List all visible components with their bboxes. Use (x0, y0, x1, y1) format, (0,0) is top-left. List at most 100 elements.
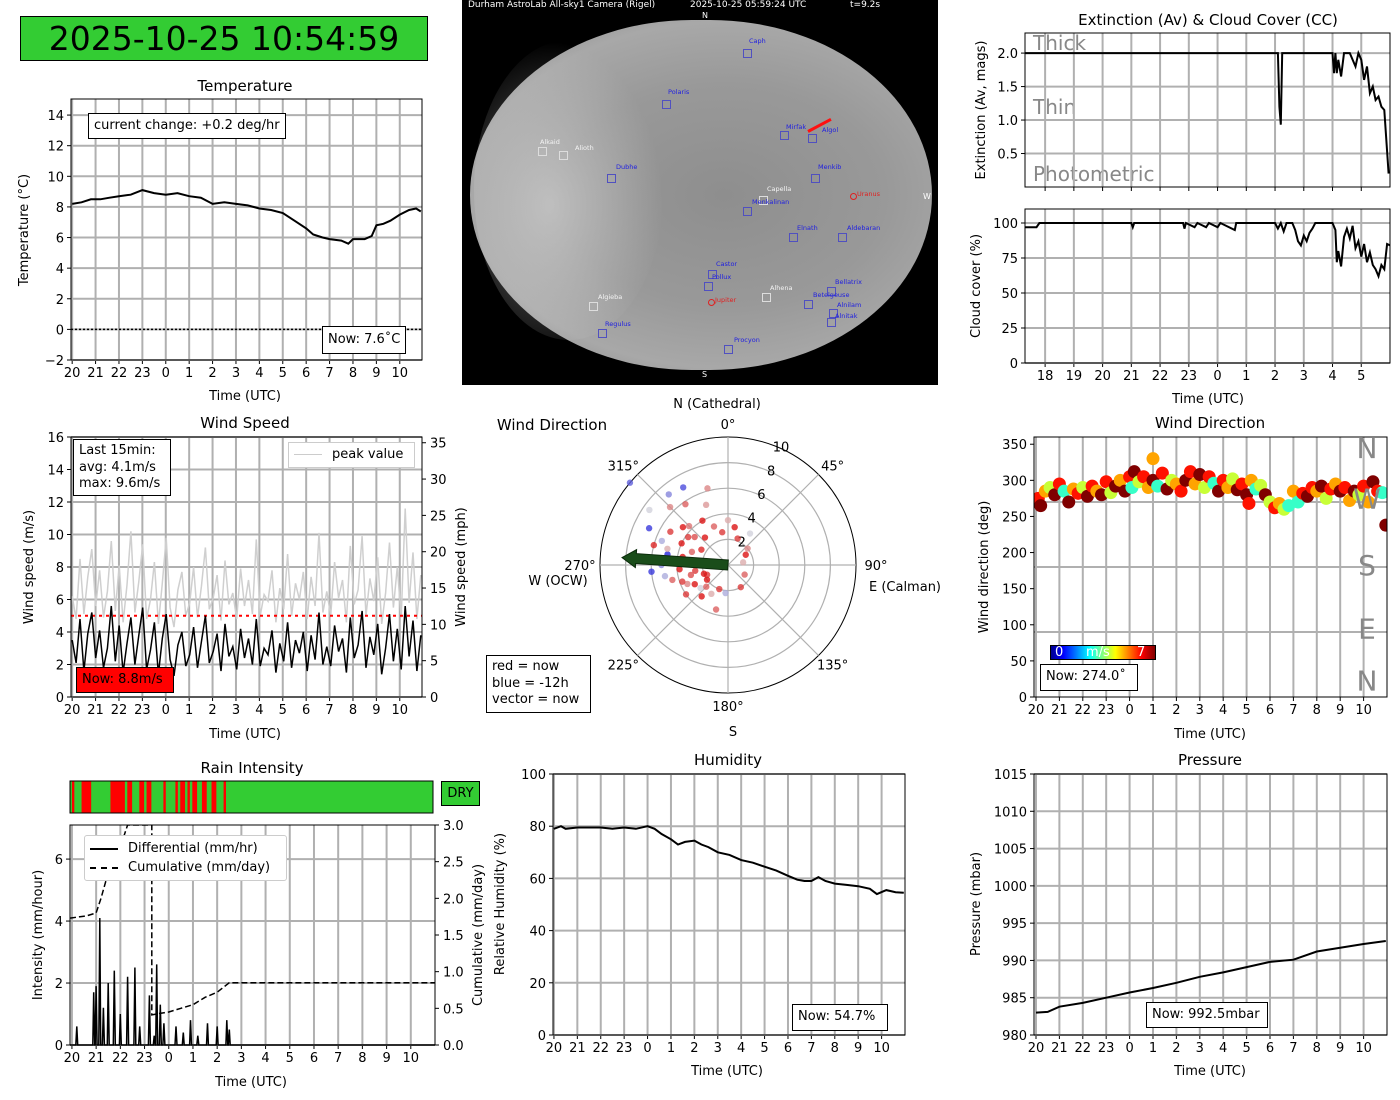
wind-observation-point (701, 534, 709, 541)
humidity-line (553, 825, 904, 896)
x-tick-label: 6 (302, 366, 310, 381)
axes-frame (1024, 208, 1391, 364)
star-label: Algieba (598, 293, 623, 301)
polar-spoke (637, 474, 729, 566)
x-tick-label: 9 (372, 366, 380, 381)
compass-n: N (702, 11, 708, 20)
x-tick-label: 23 (136, 1051, 153, 1066)
wind-observation-point (626, 479, 634, 486)
y-tick-label: 1.5 (997, 81, 1018, 96)
y-tick-label: 8 (56, 561, 64, 576)
rain-wet-interval (71, 781, 75, 813)
wind-direction-now-box: Now: 274.0˚ (1040, 664, 1138, 691)
x-tick-label: 5 (1357, 369, 1365, 384)
polar-angle-label: 180° (712, 700, 743, 715)
star-marker (743, 207, 752, 216)
x-tick-label: 8 (349, 703, 357, 718)
x-tick-label: 0 (162, 366, 170, 381)
polar-title: Wind Direction (497, 416, 607, 434)
rain-wet-interval (127, 781, 133, 813)
wind-observation-point (697, 584, 704, 592)
x-tick-label: 2 (208, 703, 216, 718)
y-tick-label: 14 (47, 109, 64, 124)
x-tick-label: 9 (1336, 703, 1344, 718)
rain-ylabel: Intensity (mm/hour) (31, 870, 46, 1000)
rain-differential-line (70, 917, 435, 1046)
star-marker (724, 345, 733, 354)
x-tick-label: 9 (382, 1051, 390, 1066)
rain-wet-interval (163, 781, 166, 813)
wind-direction-point (1146, 452, 1160, 466)
cumulative-line-sample (90, 866, 118, 869)
polar-angle-label: 270° (564, 559, 595, 574)
rain-title: Rain Intensity (200, 759, 303, 777)
wind-direction-point (1034, 499, 1048, 513)
x-tick-label: 0 (1125, 1041, 1133, 1056)
y-tick-label: 300 (1002, 474, 1027, 489)
x-tick-label: 10 (1355, 703, 1372, 718)
humidity-ylabel: Relative Humidity (%) (493, 833, 508, 975)
y-tick-label: 1.0 (997, 114, 1018, 129)
star-label: Alioth (575, 144, 594, 152)
y-tick-label: 6 (56, 594, 64, 609)
x-tick-label: 10 (391, 703, 408, 718)
x-tick-label: 8 (349, 366, 357, 381)
wind-speed-ylabel-right: Wind speed (mph) (454, 507, 469, 627)
x-tick-label: 6 (1266, 703, 1274, 718)
x-tick-label: 10 (391, 366, 408, 381)
cloud-cover-line (1025, 220, 1391, 280)
wind-observation-point (685, 522, 693, 530)
star-label: Jupiter (715, 296, 737, 304)
star-marker (708, 299, 715, 306)
x-tick-label: 23 (134, 366, 151, 381)
wind-observation-point (680, 484, 687, 491)
x-tick-label: 7 (325, 366, 333, 381)
temperature-change-box: current change: +0.2 deg/hr (88, 113, 286, 139)
y-tick-label-right: 10 (430, 618, 447, 633)
y-tick-label: 12 (47, 140, 64, 155)
y-tick-label: 0 (55, 1039, 63, 1054)
polar-r-label: 6 (757, 488, 765, 503)
wind-observation-point (645, 525, 653, 532)
wind-vector-arrow-icon (621, 548, 729, 571)
wind-observation-point (722, 589, 729, 597)
clock-display: 2025-10-25 10:54:59 (20, 16, 428, 61)
x-tick-label: 20 (64, 703, 81, 718)
x-tick-label: 3 (1300, 369, 1308, 384)
star-label: Menkib (818, 163, 842, 171)
y-tick-label-right: 0.5 (443, 1002, 464, 1017)
y-tick-label: 985 (1002, 992, 1027, 1007)
wind-observation-point (724, 517, 732, 524)
x-tick-label: 7 (334, 1051, 342, 1066)
y-tick-label: 25 (1001, 322, 1018, 337)
axes-frame (552, 773, 906, 1036)
y-tick-label: 995 (1002, 917, 1027, 932)
star-marker (827, 287, 836, 296)
y-tick-label: 200 (1002, 547, 1027, 562)
y-tick-label: 50 (1010, 655, 1027, 670)
star-label: Alkaid (540, 138, 560, 146)
wind-observation-point (700, 570, 708, 577)
y-tick-label: 1005 (994, 843, 1027, 858)
x-tick-label: 0 (1213, 369, 1221, 384)
x-tick-label: 18 (1037, 369, 1054, 384)
compass-label-n: N (1357, 432, 1378, 465)
y-tick-label: 150 (1002, 583, 1027, 598)
x-tick-label: 21 (1051, 1041, 1068, 1056)
wind-observation-point (691, 581, 698, 588)
wind-observation-point (661, 572, 669, 580)
x-tick-label: 21 (87, 366, 104, 381)
star-label: Castor (716, 260, 738, 268)
camera-exposure: t=9.2s (850, 0, 881, 10)
x-tick-label: 23 (1098, 1041, 1115, 1056)
star-label: Betelgeuse (813, 291, 850, 299)
star-marker (538, 147, 547, 156)
x-tick-label: 4 (261, 1051, 269, 1066)
x-tick-label: 21 (87, 703, 104, 718)
y-tick-label: 100 (521, 768, 546, 783)
wind-observation-point (702, 501, 710, 509)
humidity-now-box: Now: 54.7% (792, 1004, 888, 1031)
y-tick-label: 12 (47, 496, 64, 511)
all-sky-camera-image: Durham AstroLab All-sky1 Camera (Rigel) … (462, 0, 938, 385)
x-tick-label: 8 (831, 1041, 839, 1056)
